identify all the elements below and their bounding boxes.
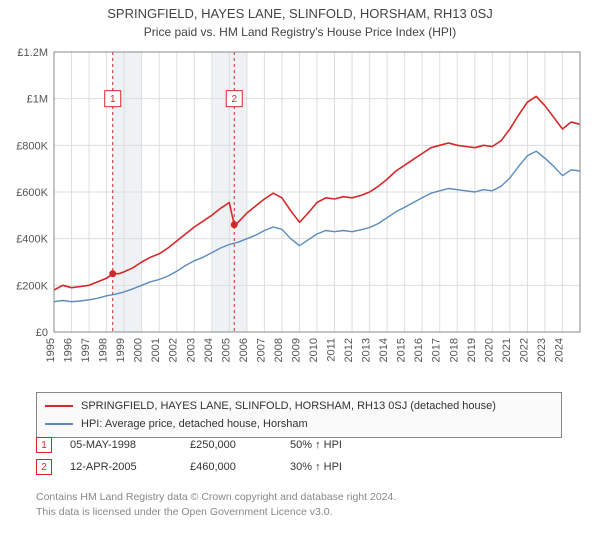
svg-text:2012: 2012 — [343, 338, 355, 362]
sale-date: 05-MAY-1998 — [70, 439, 190, 451]
svg-text:2022: 2022 — [518, 338, 530, 362]
chart-area: 1 2 £0 £200K £400K £600K £800K £1M £1.2M 1995 1996… — [8, 46, 592, 386]
svg-text:2014: 2014 — [378, 338, 390, 362]
svg-text:1: 1 — [110, 94, 116, 105]
footer-attribution: Contains HM Land Registry data © Crown c… — [36, 490, 396, 519]
sale-price: £460,000 — [190, 461, 290, 473]
svg-text:2021: 2021 — [501, 338, 513, 362]
svg-text:2006: 2006 — [238, 338, 250, 362]
legend-swatch — [45, 405, 73, 407]
chart-title-main: SPRINGFIELD, HAYES LANE, SLINFOLD, HORSH… — [0, 6, 600, 21]
chart-title-sub: Price paid vs. HM Land Registry's House … — [0, 25, 600, 39]
legend: SPRINGFIELD, HAYES LANE, SLINFOLD, HORSH… — [36, 392, 562, 438]
svg-text:1997: 1997 — [80, 338, 92, 362]
sale-row: 1 05-MAY-1998£250,00050% ↑ HPI — [36, 434, 430, 456]
svg-text:2010: 2010 — [308, 338, 320, 362]
svg-text:2024: 2024 — [553, 338, 565, 362]
legend-row-hpi: HPI: Average price, detached house, Hors… — [45, 415, 553, 433]
footer-line-1: Contains HM Land Registry data © Crown c… — [36, 490, 396, 505]
svg-text:2001: 2001 — [150, 338, 162, 362]
svg-text:2005: 2005 — [220, 338, 232, 362]
svg-text:£200K: £200K — [16, 280, 48, 292]
svg-text:2009: 2009 — [290, 338, 302, 362]
svg-text:2017: 2017 — [431, 338, 443, 362]
svg-text:1996: 1996 — [63, 338, 75, 362]
svg-text:2007: 2007 — [255, 338, 267, 362]
sale-date: 12-APR-2005 — [70, 461, 190, 473]
svg-text:2016: 2016 — [413, 338, 425, 362]
svg-text:2: 2 — [231, 94, 237, 105]
sale-price: £250,000 — [190, 439, 290, 451]
svg-text:2002: 2002 — [168, 338, 180, 362]
svg-text:£400K: £400K — [16, 234, 48, 246]
sale-pct: 30% ↑ HPI — [290, 461, 430, 473]
sale-row: 2 12-APR-2005£460,00030% ↑ HPI — [36, 456, 430, 478]
svg-text:2018: 2018 — [448, 338, 460, 362]
legend-row-property: SPRINGFIELD, HAYES LANE, SLINFOLD, HORSH… — [45, 397, 553, 415]
svg-text:2008: 2008 — [273, 338, 285, 362]
svg-text:2011: 2011 — [326, 338, 338, 362]
svg-text:£1M: £1M — [27, 94, 48, 106]
svg-text:1999: 1999 — [115, 338, 127, 362]
svg-text:1995: 1995 — [45, 338, 57, 362]
sale-marker: 2 — [36, 459, 52, 475]
chart-titles: SPRINGFIELD, HAYES LANE, SLINFOLD, HORSH… — [0, 0, 600, 41]
svg-text:2015: 2015 — [396, 338, 408, 362]
svg-text:2019: 2019 — [466, 338, 478, 362]
legend-swatch — [45, 423, 73, 425]
svg-text:2004: 2004 — [203, 338, 215, 362]
sales-table: 1 05-MAY-1998£250,00050% ↑ HPI 2 12-APR-200… — [36, 434, 430, 478]
svg-text:2020: 2020 — [483, 338, 495, 362]
svg-text:£600K: £600K — [16, 187, 48, 199]
svg-text:1998: 1998 — [98, 338, 110, 362]
svg-text:£0: £0 — [36, 327, 48, 339]
svg-text:2023: 2023 — [536, 338, 548, 362]
sale-pct: 50% ↑ HPI — [290, 439, 430, 451]
footer-line-2: This data is licensed under the Open Gov… — [36, 505, 396, 520]
svg-text:2003: 2003 — [185, 338, 197, 362]
legend-label: SPRINGFIELD, HAYES LANE, SLINFOLD, HORSH… — [81, 400, 496, 412]
svg-text:£800K: £800K — [16, 140, 48, 152]
svg-text:£1.2M: £1.2M — [17, 47, 48, 59]
svg-text:2000: 2000 — [133, 338, 145, 362]
legend-label: HPI: Average price, detached house, Hors… — [81, 418, 308, 430]
sale-marker: 1 — [36, 437, 52, 453]
price-chart: 1 2 £0 £200K £400K £600K £800K £1M £1.2M 1995 1996… — [8, 46, 592, 386]
svg-text:2013: 2013 — [361, 338, 373, 362]
